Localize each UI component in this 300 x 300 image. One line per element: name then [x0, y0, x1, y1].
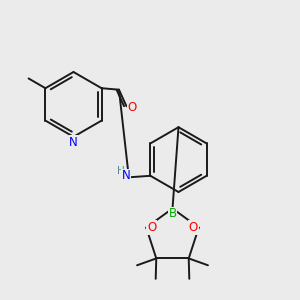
Text: O: O: [189, 221, 198, 234]
Text: B: B: [168, 207, 177, 220]
Text: O: O: [147, 221, 156, 234]
Text: O: O: [127, 101, 136, 114]
Text: N: N: [69, 136, 78, 149]
Text: H: H: [118, 166, 125, 176]
Text: N: N: [122, 169, 131, 182]
